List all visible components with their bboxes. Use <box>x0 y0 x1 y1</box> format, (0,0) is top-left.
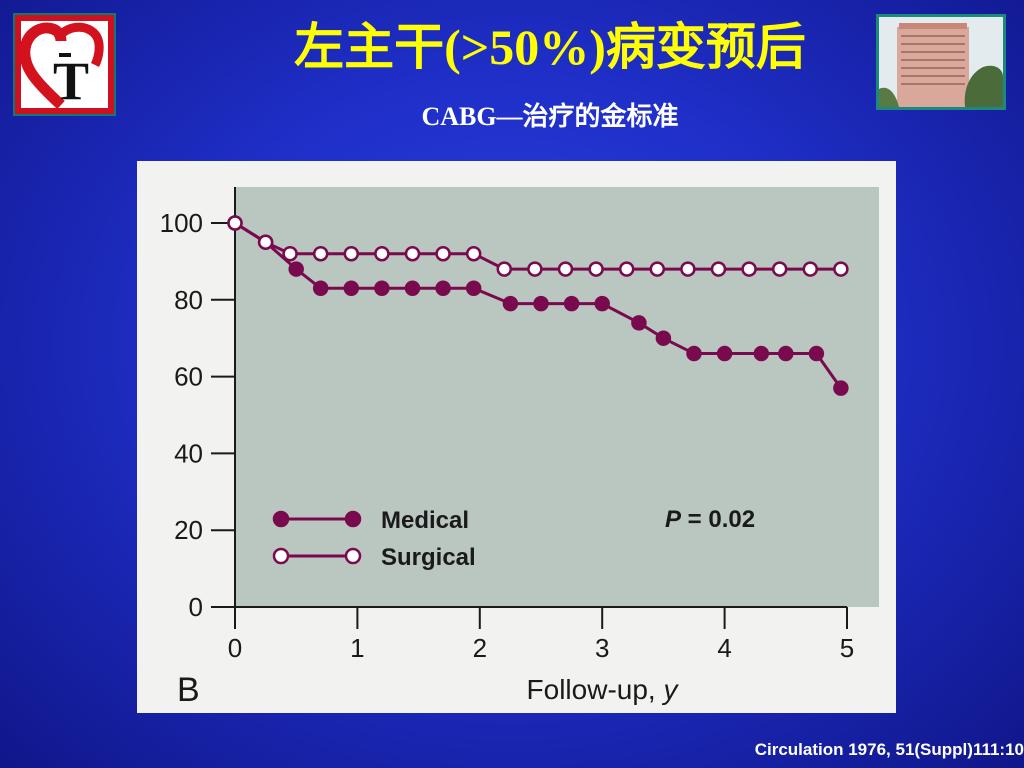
x-tick-label: 5 <box>840 633 854 663</box>
surgical-point <box>282 245 298 262</box>
surgical-point <box>771 261 788 277</box>
medical-point <box>465 280 482 297</box>
hospital-building-photo <box>876 14 1006 110</box>
medical-point <box>716 345 733 362</box>
heart-logo-icon: T <box>19 21 108 111</box>
survival-chart: 0 20 40 60 80 100 0 1 2 3 4 5 Medical Surgical B Fol… <box>160 187 879 709</box>
y-tick-label: 60 <box>174 362 203 392</box>
p-value-symbol: P <box>665 506 682 533</box>
slide-title: 左主干(>50%)病变预后 <box>294 19 806 75</box>
surgical-point <box>557 261 574 277</box>
medical-point <box>533 295 549 312</box>
y-tick-label: 20 <box>174 515 203 545</box>
medical-point <box>312 280 329 297</box>
medical-point <box>404 280 421 297</box>
medical-point <box>343 280 360 297</box>
x-tick-label: 1 <box>350 633 364 663</box>
surgical-point <box>404 245 421 262</box>
x-tick-label: 4 <box>717 633 731 663</box>
surgical-point <box>465 245 482 262</box>
surgical-point <box>343 245 360 262</box>
medical-point <box>288 261 304 277</box>
x-axis-label-prefix: Follow-up, <box>527 674 664 705</box>
x-tick-label: 2 <box>473 633 487 663</box>
y-tick-label: 80 <box>174 285 203 315</box>
y-tick-label: 0 <box>189 592 203 622</box>
medical-point <box>655 330 672 346</box>
medical-point <box>631 315 647 331</box>
y-tick-label: 100 <box>160 208 203 238</box>
p-value-annotation: P = 0.02 <box>665 506 755 533</box>
medical-point <box>753 345 770 362</box>
y-tick-label: 40 <box>174 438 203 468</box>
surgical-legend-marker <box>272 547 290 565</box>
x-axis-label-variable: y <box>661 674 679 705</box>
surgical-point <box>741 261 757 277</box>
surgical-point <box>312 245 329 262</box>
x-axis-label: Follow-up, y <box>527 674 680 705</box>
medical-point <box>808 345 825 362</box>
panel-label: B <box>177 671 200 709</box>
plot-area <box>235 187 879 607</box>
medical-point <box>563 295 580 312</box>
medical-point <box>778 345 794 362</box>
medical-point <box>502 295 519 312</box>
surgical-point <box>257 234 274 250</box>
p-value-text: = 0.02 <box>681 506 755 533</box>
x-tick-label: 0 <box>228 633 242 663</box>
surgical-point <box>618 261 635 277</box>
survival-chart-panel: 0 20 40 60 80 100 0 1 2 3 4 5 Medical Surgical B Fol… <box>137 161 896 713</box>
surgical-point <box>802 261 819 277</box>
surgical-point <box>527 261 543 277</box>
surgical-point <box>680 261 696 277</box>
citation: Circulation 1976, 51(Suppl)111:10 <box>754 740 1024 759</box>
surgical-point <box>588 261 604 277</box>
surgical-point <box>649 261 666 277</box>
medical-legend-marker <box>272 510 290 528</box>
x-tick-label: 3 <box>595 633 609 663</box>
heart-logo: T <box>13 13 116 116</box>
surgical-point <box>496 261 513 277</box>
logo-letter: T <box>53 51 89 111</box>
medical-point <box>833 380 849 396</box>
surgical-point <box>710 261 727 277</box>
surgical-legend-marker <box>344 547 362 565</box>
medical-point <box>435 280 451 297</box>
surgical-point <box>227 215 243 231</box>
medical-point <box>594 295 610 312</box>
medical-legend-marker <box>344 510 362 528</box>
medical-legend-label: Medical <box>381 507 469 534</box>
medical-point <box>374 280 390 297</box>
medical-point <box>686 345 702 362</box>
slide-subtitle: CABG—治疗的金标准 <box>421 102 679 131</box>
surgical-point <box>833 261 849 277</box>
surgical-point <box>435 245 451 262</box>
surgical-legend-label: Surgical <box>381 544 476 571</box>
surgical-point <box>374 245 390 262</box>
